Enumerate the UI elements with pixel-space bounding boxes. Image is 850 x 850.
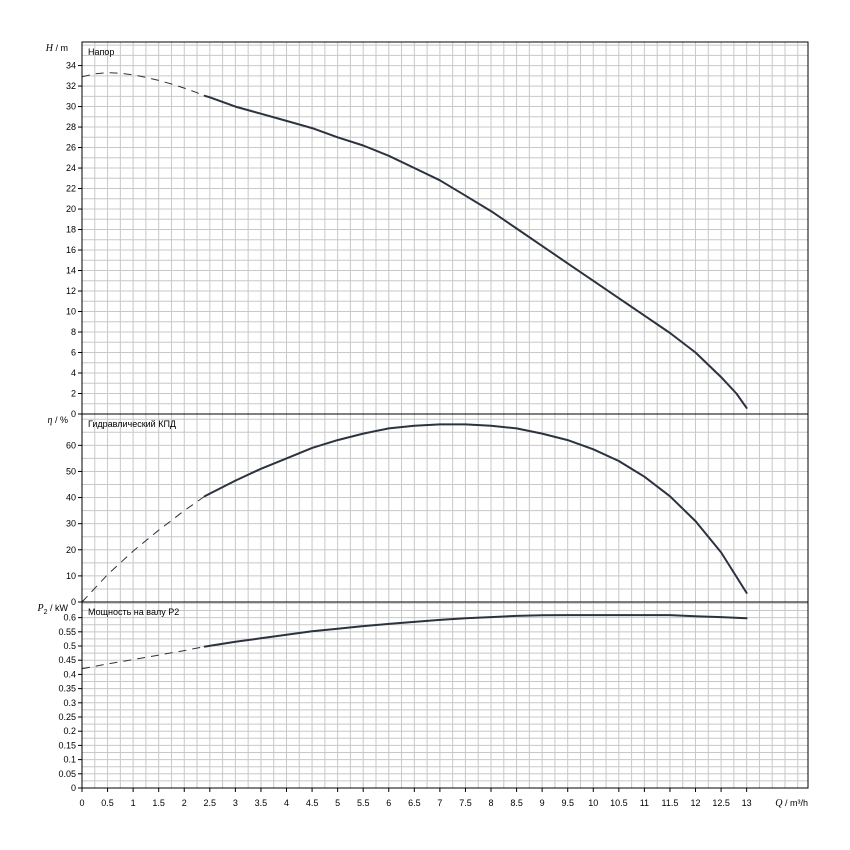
y-axis-label-power: P2 / kW <box>36 603 68 616</box>
x-axis-symbol: Q <box>775 798 783 809</box>
x-tick-label: 12 <box>691 798 701 808</box>
y-tick-label-head: 26 <box>66 143 76 153</box>
y-tick-label-head: 0 <box>71 409 76 419</box>
y-axis-label-head: H / m <box>45 43 68 54</box>
y-tick-label-efficiency: 40 <box>66 493 76 503</box>
y-tick-label-power: 0.55 <box>58 627 76 637</box>
y-axis-symbol-efficiency: η <box>48 415 53 426</box>
x-tick-label: 9 <box>540 798 545 808</box>
curve-efficiency-dashed <box>81 495 205 603</box>
x-tick-label: 2 <box>182 798 187 808</box>
x-tick-label: 6 <box>386 798 391 808</box>
x-tick-label: 7 <box>437 798 442 808</box>
y-tick-label-head: 10 <box>66 307 76 317</box>
x-tick-label: 7.5 <box>459 798 472 808</box>
y-tick-label-efficiency: 10 <box>66 571 76 581</box>
panel-title-power: Мощность на валу P2 <box>88 607 179 617</box>
x-tick-label: 1 <box>131 798 136 808</box>
x-tick-label: 11.5 <box>662 798 679 808</box>
y-tick-label-power: 0.3 <box>63 698 76 708</box>
y-axis-unit-head: / m <box>53 43 68 53</box>
y-axis-symbol-head: H <box>45 43 54 54</box>
panel-title-efficiency: Гидравлический КПД <box>88 419 176 429</box>
x-axis-label: Q / m³/h <box>775 798 808 809</box>
x-tick-label: 5 <box>335 798 340 808</box>
panel-frame-power <box>81 601 809 789</box>
y-tick-label-head: 32 <box>66 81 76 91</box>
y-tick-label-power: 0.5 <box>63 641 76 651</box>
y-tick-label-head: 30 <box>66 102 76 112</box>
x-tick-label: 4 <box>284 798 289 808</box>
y-tick-label-efficiency: 30 <box>66 519 76 529</box>
x-tick-label: 9.5 <box>561 798 574 808</box>
panel-frame-head <box>81 41 809 415</box>
y-tick-label-efficiency: 0 <box>71 597 76 607</box>
y-tick-label-power: 0.25 <box>58 712 76 722</box>
y-tick-label-power: 0.4 <box>63 669 76 679</box>
curve-layer <box>81 72 748 670</box>
y-tick-label-power: 0 <box>71 783 76 793</box>
y-tick-label-efficiency: 50 <box>66 466 76 476</box>
y-tick-label-power: 0.35 <box>58 684 76 694</box>
x-tick-label: 8.5 <box>510 798 523 808</box>
y-tick-label-head: 4 <box>71 368 76 378</box>
y-tick-label-head: 34 <box>66 61 76 71</box>
curve-power-dashed <box>81 646 205 670</box>
y-axis-unit-power: / kW <box>48 603 69 613</box>
y-axis-symbol-power: P <box>36 603 43 614</box>
y-tick-label-head: 2 <box>71 389 76 399</box>
y-tick-label-power: 0.6 <box>63 613 76 623</box>
y-axis-subscript-power: 2 <box>44 609 48 616</box>
x-tick-label: 10.5 <box>610 798 628 808</box>
x-tick-label: 0 <box>79 798 84 808</box>
y-tick-label-power: 0.05 <box>58 769 76 779</box>
panel-title-head: Напор <box>88 47 114 57</box>
x-tick-label: 2.5 <box>204 798 217 808</box>
x-tick-label: 11 <box>640 798 649 808</box>
x-tick-label: 10 <box>588 798 598 808</box>
y-tick-label-power: 0.1 <box>63 755 76 765</box>
x-tick-label: 1.5 <box>152 798 165 808</box>
y-tick-label-head: 18 <box>66 225 76 235</box>
y-tick-label-efficiency: 20 <box>66 545 76 555</box>
y-tick-label-head: 14 <box>66 266 76 276</box>
y-tick-label-head: 28 <box>66 122 76 132</box>
y-tick-label-power: 0.45 <box>58 655 76 665</box>
y-tick-label-power: 0.2 <box>63 726 76 736</box>
panel-frame-efficiency <box>81 413 809 603</box>
y-axis-label-efficiency: η / % <box>48 415 68 426</box>
y-tick-label-power: 0.15 <box>58 740 76 750</box>
curve-head-solid <box>203 94 748 409</box>
y-tick-label-head: 8 <box>71 327 76 337</box>
y-tick-label-head: 24 <box>66 163 76 173</box>
curve-power-solid <box>203 614 748 648</box>
x-tick-label: 12.5 <box>712 798 730 808</box>
axis-layer <box>78 41 809 792</box>
curve-efficiency-solid <box>203 423 748 594</box>
y-tick-label-head: 12 <box>66 286 76 296</box>
x-tick-label: 6.5 <box>408 798 421 808</box>
y-tick-label-efficiency: 60 <box>66 440 76 450</box>
y-tick-label-head: 20 <box>66 204 76 214</box>
x-tick-label: 3.5 <box>255 798 268 808</box>
y-tick-label-head: 6 <box>71 348 76 358</box>
y-tick-label-head: 22 <box>66 184 76 194</box>
curve-head-dashed <box>81 72 205 97</box>
y-tick-label-head: 16 <box>66 245 76 255</box>
x-tick-label: 5.5 <box>357 798 370 808</box>
x-tick-label: 4.5 <box>306 798 319 808</box>
x-axis-unit: / m³/h <box>782 798 808 808</box>
x-tick-label: 3 <box>233 798 238 808</box>
x-tick-label: 8 <box>489 798 494 808</box>
grid-layer <box>82 42 808 788</box>
x-tick-label: 0.5 <box>101 798 114 808</box>
x-tick-label: 13 <box>742 798 752 808</box>
y-axis-unit-efficiency: / % <box>52 415 68 425</box>
